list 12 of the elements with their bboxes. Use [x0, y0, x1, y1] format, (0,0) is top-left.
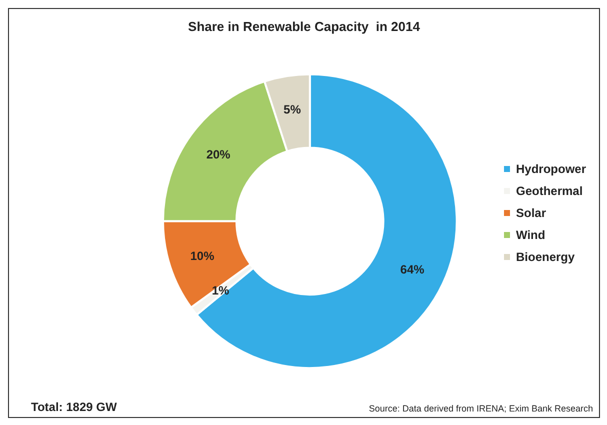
legend-label: Geothermal [516, 184, 583, 198]
data-label: 64% [400, 262, 425, 276]
chart-title: Share in Renewable Capacity in 2014 [188, 19, 421, 34]
data-label: 5% [284, 102, 302, 116]
legend-label: Solar [516, 206, 546, 220]
source-note: Source: Data derived from IRENA; Exim Bank Research [368, 404, 594, 414]
legend-label: Bioenergy [516, 250, 575, 264]
legend-label: Hydropower [516, 162, 586, 176]
text: Total: 1829 GW [31, 400, 118, 414]
data-label: 20% [206, 148, 231, 162]
data-label: 10% [190, 249, 215, 264]
legend-label: Wind [516, 228, 546, 242]
